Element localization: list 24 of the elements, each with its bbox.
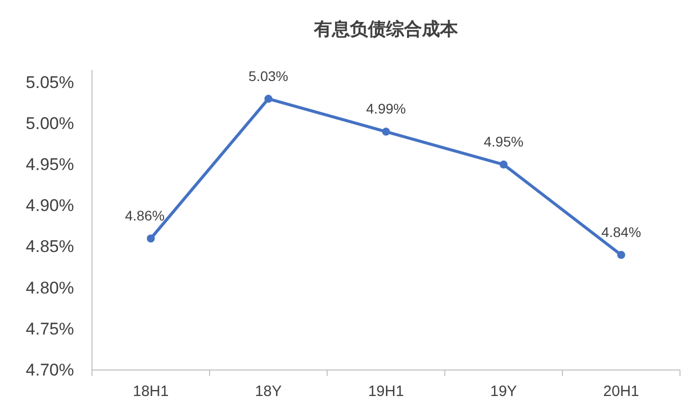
y-tick-label: 4.80% [26,278,74,298]
x-tick-label: 19H1 [368,383,404,400]
point [500,160,508,169]
chart-title: 有息负债综合成本 [313,19,459,39]
data-label: 4.86% [124,207,165,224]
y-tick-label: 5.05% [26,72,74,92]
data-label: 4.84% [601,224,642,240]
y-tick-label: 4.75% [26,319,74,338]
y-tick-label: 4.90% [26,196,74,216]
y-tick-label: 4.85% [26,237,74,256]
data-label: 4.95% [484,134,524,150]
x-tick-label: 19Y [490,383,517,400]
point [382,128,390,136]
data-label: 4.99% [366,100,406,117]
point [264,94,272,103]
y-tick-label: 5.00% [26,114,74,133]
data-label: 5.03% [248,68,288,84]
x-tick-label: 18Y [255,383,282,400]
y-tick-label: 4.70% [26,360,74,380]
point [146,234,155,242]
y-tick-label: 4.95% [26,155,74,174]
x-tick-label: 20H1 [603,383,640,400]
x-tick-label: 18H1 [132,383,169,400]
point [617,250,626,259]
